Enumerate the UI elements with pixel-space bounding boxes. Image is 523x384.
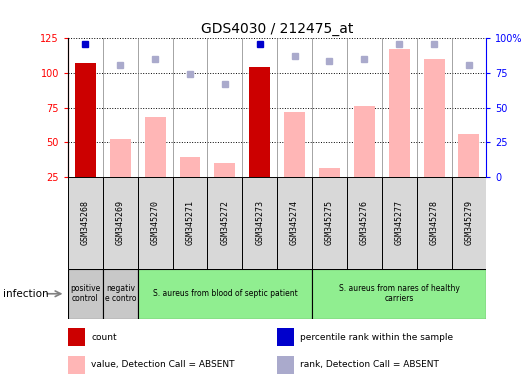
Bar [451, 177, 486, 269]
Text: positive
control: positive control [70, 284, 100, 303]
Bar [354, 106, 375, 177]
Text: GSM345278: GSM345278 [429, 200, 439, 245]
Bar [68, 269, 103, 319]
Text: count: count [91, 333, 117, 342]
Text: GSM345274: GSM345274 [290, 200, 299, 245]
Title: GDS4030 / 212475_at: GDS4030 / 212475_at [201, 22, 354, 36]
Text: GSM345268: GSM345268 [81, 200, 90, 245]
Text: GSM345269: GSM345269 [116, 200, 125, 245]
Bar [110, 139, 131, 177]
Text: value, Detection Call = ABSENT: value, Detection Call = ABSENT [91, 360, 234, 369]
Bar [138, 177, 173, 269]
Bar [389, 50, 410, 177]
Bar [75, 63, 96, 177]
Bar [312, 177, 347, 269]
Text: percentile rank within the sample: percentile rank within the sample [300, 333, 453, 342]
Bar [138, 269, 312, 319]
Text: S. aureus from blood of septic patient: S. aureus from blood of septic patient [153, 289, 297, 298]
Bar [424, 59, 445, 177]
Text: GSM345276: GSM345276 [360, 200, 369, 245]
Bar [277, 177, 312, 269]
Bar [459, 134, 480, 177]
Bar [347, 177, 382, 269]
Bar [242, 177, 277, 269]
Bar [312, 269, 486, 319]
Bar [277, 328, 294, 346]
Text: GSM345277: GSM345277 [395, 200, 404, 245]
Bar [103, 177, 138, 269]
Bar [284, 112, 305, 177]
Bar [417, 177, 451, 269]
Bar [68, 356, 85, 374]
Bar [214, 163, 235, 177]
Text: GSM345271: GSM345271 [186, 200, 195, 245]
Bar [68, 328, 85, 346]
Bar [277, 356, 294, 374]
Text: GSM345270: GSM345270 [151, 200, 160, 245]
Bar [68, 177, 103, 269]
Bar [208, 177, 242, 269]
Text: GSM345272: GSM345272 [220, 200, 230, 245]
Text: GSM345273: GSM345273 [255, 200, 264, 245]
Text: rank, Detection Call = ABSENT: rank, Detection Call = ABSENT [300, 360, 439, 369]
Bar [179, 157, 200, 177]
Text: GSM345275: GSM345275 [325, 200, 334, 245]
Bar [173, 177, 208, 269]
Bar [249, 68, 270, 177]
Text: infection: infection [3, 289, 48, 299]
Bar [103, 269, 138, 319]
Text: negativ
e contro: negativ e contro [105, 284, 136, 303]
Bar [382, 177, 417, 269]
Bar [145, 117, 166, 177]
Text: GSM345279: GSM345279 [464, 200, 473, 245]
Text: S. aureus from nares of healthy
carriers: S. aureus from nares of healthy carriers [339, 284, 460, 303]
Bar [319, 168, 340, 177]
